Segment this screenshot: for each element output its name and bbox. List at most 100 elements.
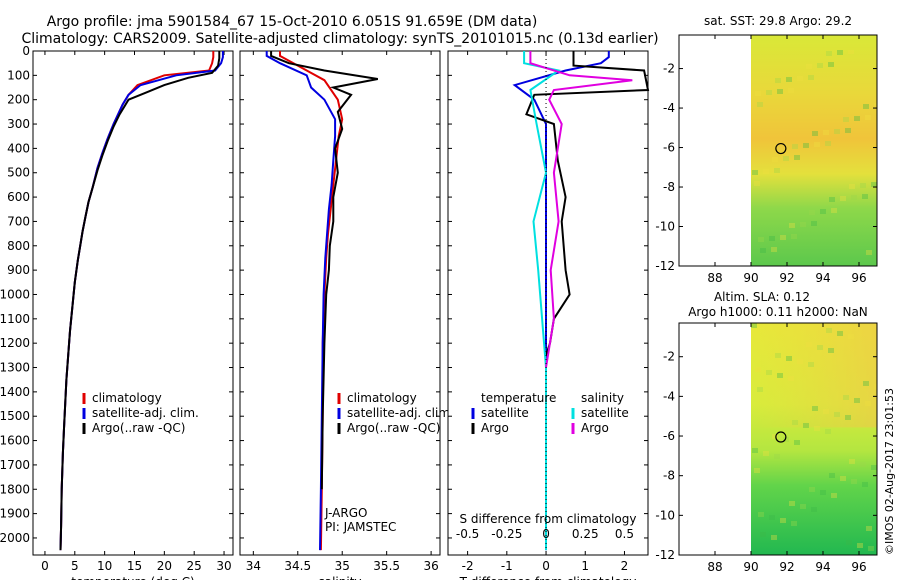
argo-position-marker xyxy=(775,142,787,155)
y-tick-label: 1800 xyxy=(0,482,30,496)
y-tick-label: 800 xyxy=(7,239,30,253)
x-axis-label: salinity xyxy=(318,575,361,580)
map-texture-cell xyxy=(803,143,809,148)
legend-label: Argo(..raw -QC) xyxy=(347,421,440,435)
legend-label: Argo xyxy=(481,421,509,435)
x-tick-label: 35 xyxy=(335,559,350,573)
map-y-tick-label: -12 xyxy=(655,259,675,273)
map-texture-cell xyxy=(854,398,860,403)
map-texture-cell xyxy=(788,376,794,381)
map-texture-cell xyxy=(825,429,831,434)
map-texture-cell xyxy=(808,75,814,80)
annotation-pi: PI: JAMSTEC xyxy=(325,520,396,534)
map-texture-cell xyxy=(814,426,820,431)
map-texture-cell xyxy=(755,367,761,372)
map-texture-cell xyxy=(789,501,795,506)
map-texture-cell xyxy=(769,515,775,520)
x-tick-label: 0 xyxy=(41,559,49,573)
map-texture-cell xyxy=(828,62,834,67)
map-texture-cell xyxy=(775,78,781,83)
plot-frame xyxy=(447,50,649,556)
map-texture-cell xyxy=(760,532,766,537)
map-texture-cell xyxy=(863,381,869,386)
map-texture-cell xyxy=(837,50,843,55)
map-y-tick-label: -8 xyxy=(663,469,675,483)
map-x-tick-label: 94 xyxy=(815,560,830,574)
map-texture-cell xyxy=(811,221,817,226)
map-texture-cell xyxy=(752,448,758,453)
map-x-tick-label: 90 xyxy=(743,560,758,574)
map-texture-cell xyxy=(834,129,840,134)
secondary-x-axis-label: S difference from climatology xyxy=(460,512,637,526)
y-tick-label: 1400 xyxy=(0,385,30,399)
map-frame xyxy=(678,34,878,267)
map-texture-cell xyxy=(845,415,851,420)
y-tick-label: 100 xyxy=(7,68,30,82)
map-texture-cell xyxy=(771,535,777,540)
x-tick-label: 20 xyxy=(157,559,172,573)
plot-frame xyxy=(239,50,441,556)
map-texture-cell xyxy=(845,128,851,133)
map-texture-cell xyxy=(751,323,757,328)
map-y-tick-label: -8 xyxy=(663,180,675,194)
map-x-tick-label: 96 xyxy=(851,560,866,574)
map-texture-cell xyxy=(840,476,846,481)
legend-title-temperature: temperature xyxy=(481,391,556,405)
legend-label: climatology xyxy=(347,391,417,405)
map-texture-cell xyxy=(774,168,780,173)
map-texture-cell xyxy=(843,117,849,122)
map-texture-cell xyxy=(823,409,829,414)
map-texture-cell xyxy=(848,334,854,339)
x-tick-label: 35.5 xyxy=(373,559,400,573)
map-texture-cell xyxy=(755,91,761,96)
map-texture xyxy=(752,50,883,255)
map-texture-cell xyxy=(860,462,866,467)
map-texture-cell xyxy=(877,249,883,254)
map-texture-cell xyxy=(854,116,860,121)
x-tick-label: 30 xyxy=(216,559,231,573)
map-texture-cell xyxy=(806,342,812,347)
map-texture-cell xyxy=(772,157,778,162)
imos-watermark: ©IMOS 02-Aug-2017 23:01:53 xyxy=(883,388,896,555)
map-x-tick-label: 90 xyxy=(743,271,758,285)
map-texture-cell xyxy=(849,184,855,189)
map-y-tick-label: -10 xyxy=(655,220,675,234)
x-tick-label: 36 xyxy=(423,559,438,573)
map-texture-cell xyxy=(814,142,820,147)
map-texture-cell xyxy=(874,103,877,108)
map-texture-cell xyxy=(800,504,806,509)
x-tick-label: 5 xyxy=(71,559,79,573)
map-texture-cell xyxy=(789,223,795,228)
map-texture-cell xyxy=(825,141,831,146)
map-texture-cell xyxy=(874,384,877,389)
map-texture-cell xyxy=(849,459,855,464)
map-texture-cell xyxy=(791,521,797,526)
map-texture-cell xyxy=(834,412,840,417)
annotation-j-argo: J-ARGO xyxy=(324,506,367,520)
series-line-2 xyxy=(59,51,221,551)
x-tick-label: 25 xyxy=(187,559,202,573)
y-tick-label: 1700 xyxy=(0,458,30,472)
map-y-tick-label: -6 xyxy=(663,141,675,155)
map-texture-cell xyxy=(783,156,789,161)
map-texture-cell xyxy=(783,437,789,442)
x-tick-label: 10 xyxy=(97,559,112,573)
sst-map-panel: 88 90 92 94 96 -2 -4 -6 -8 -10 -12 sat. SST: 29.8 A… xyxy=(655,14,883,285)
map-texture-cell xyxy=(794,440,800,445)
x-tick-label: 1 xyxy=(581,559,589,573)
map-texture-cell xyxy=(840,196,846,201)
map-texture-cell xyxy=(754,468,760,473)
map-x-tick-label: 92 xyxy=(779,560,794,574)
sla-map-title-2: Argo h1000: 0.11 h2000: NaN xyxy=(688,305,868,319)
legend-title-salinity: salinity xyxy=(581,391,624,405)
map-texture-cell xyxy=(772,434,778,439)
map-texture-cell xyxy=(757,102,763,107)
y-tick-label: 600 xyxy=(7,190,30,204)
map-x-tick-label: 92 xyxy=(779,271,794,285)
map-texture-cell xyxy=(788,88,794,93)
map-texture-cell xyxy=(812,406,818,411)
map-texture-cell xyxy=(786,77,792,82)
x-tick-label: 34 xyxy=(246,559,261,573)
map-texture-cell xyxy=(837,331,843,336)
map-texture-cell xyxy=(777,373,783,378)
